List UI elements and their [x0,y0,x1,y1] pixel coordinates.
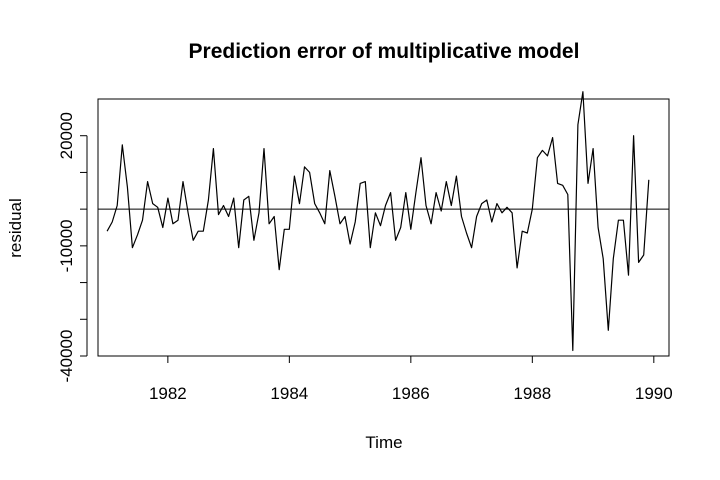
x-axis-label: Time [365,433,402,452]
x-tick-label: 1984 [270,384,308,403]
x-tick-label: 1986 [392,384,430,403]
y-tick-label: 20000 [57,112,76,159]
plot-frame [97,98,670,357]
x-tick-label: 1990 [635,384,673,403]
residual-series-line [106,91,650,352]
x-tick-label: 1982 [149,384,187,403]
y-axis-label: residual [6,198,25,258]
y-axis: -40000 -10000 20000 [57,112,88,383]
y-tick-label: -40000 [57,330,76,383]
chart-title: Prediction error of multiplicative model [189,40,580,63]
x-tick-label: 1988 [513,384,551,403]
x-axis: 1982 1984 1986 1988 1990 [149,355,673,403]
y-tick-label: -10000 [57,219,76,272]
